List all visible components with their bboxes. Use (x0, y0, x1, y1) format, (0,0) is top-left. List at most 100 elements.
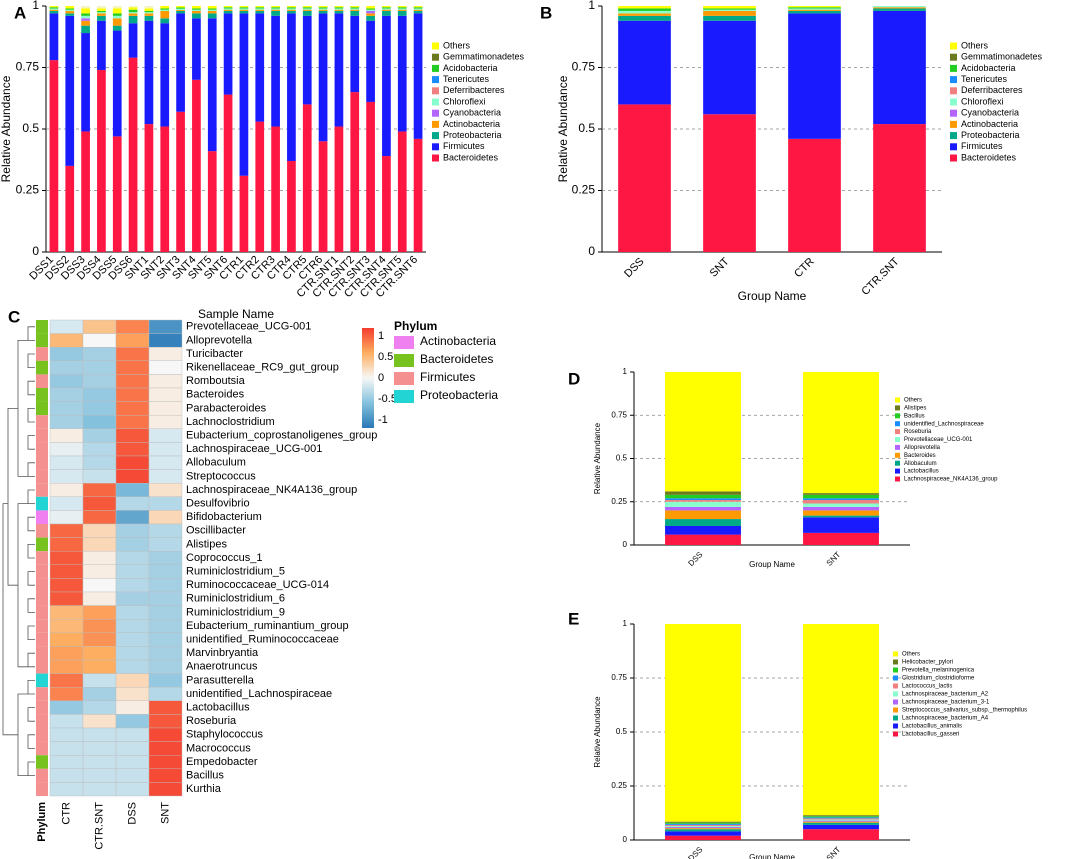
legend-swatch-E-Others (893, 651, 898, 657)
bar-segment-A-DSS1-Acidobacteria (49, 7, 59, 9)
bar-segment-A-SNT3-Firmicutes (176, 13, 185, 112)
bar-segment-D-DSS-Others (665, 372, 741, 492)
heat-cell-Lachnospiraceae_UCG-001-SNT (148, 442, 183, 457)
bar-segment-A-DSS1-Bacteroidetes (49, 60, 59, 253)
y-axis-label-D: Relative Abundance (593, 422, 602, 494)
heat-cell-Bacillus-SNT (148, 768, 183, 783)
row-label-Streptococcus: Streptococcus (186, 470, 256, 482)
bar-segment-B-CTR-Bacteroidetes (788, 138, 841, 252)
bar-segment-A-SNT1-Bacteroidetes (144, 124, 154, 252)
legend-label-D-Prevotellaceae_UCG-001: Prevotellaceae_UCG-001 (904, 437, 973, 443)
bar-segment-A-CTR4-Bacteroidetes (287, 160, 296, 252)
legend-swatch-B-Chloroflexi (950, 98, 957, 106)
heat-cell-Kurthia-CTR (49, 782, 84, 797)
heat-cell-Macrococcus-SNT (148, 741, 183, 756)
heat-cell-Bacillus-DSS (115, 768, 150, 783)
bar-segment-A-CTR.SNT3-Cyanobacteria (366, 10, 375, 14)
heat-cell-Bifidobacterium-CTR (49, 510, 84, 525)
row-label-unidentified_Ruminococcaceae: unidentified_Ruminococcaceae (186, 634, 339, 646)
bar-segment-A-SNT5-Proteobacteria (207, 13, 217, 19)
heat-cell-Lactobacillus-CTR (49, 700, 84, 715)
heat-cell-Desulfovibrio-CTR (49, 496, 84, 511)
heat-cell-Parabacteroides-SNT (148, 401, 183, 416)
bar-segment-E-DSS-Lachnospiraceae_bacterium_3-1 (665, 827, 741, 829)
panel-label-A: A (14, 3, 26, 22)
bar-segment-A-CTR3-Bacteroidetes (271, 126, 280, 252)
bar-segment-A-CTR1-Others (239, 6, 249, 8)
bar-segment-A-SNT2-Firmicutes (160, 23, 170, 127)
bar-segment-A-SNT4-Chloroflexi (192, 9, 201, 11)
bar-segment-A-CTR.SNT2-Firmicutes (350, 15, 360, 93)
bar-segment-A-DSS6-Acidobacteria (128, 9, 138, 13)
legend-label-D-Bacillus: Bacillus (904, 413, 925, 419)
bar-segment-D-SNT-Lachnospiraceae_NK4A136_group (803, 532, 879, 545)
heat-cell-Kurthia-CTR.SNT (82, 782, 117, 797)
bar-segment-B-CTR.SNT-Firmicutes (873, 10, 926, 125)
bar-segment-D-SNT-Alistipes (803, 493, 879, 495)
bar-segment-D-SNT-Lactobacillus (803, 517, 879, 533)
bar-segment-A-SNT6-Bacteroidetes (223, 94, 233, 252)
heat-cell-Ruminiclostridium_6-SNT (148, 591, 183, 606)
bar-segment-A-DSS4-Chloroflexi (97, 12, 106, 14)
bar-segment-B-CTR.SNT-Proteobacteria (873, 8, 926, 11)
heat-cell-Alistipes-CTR (49, 537, 84, 552)
row-label-Allobaculum: Allobaculum (186, 457, 246, 469)
bar-segment-D-DSS-Alloprevotella (665, 506, 741, 511)
bar-segment-A-CTR5-Actinobacteria (302, 9, 312, 11)
bar-segment-A-SNT2-Chloroflexi (160, 9, 170, 11)
heat-cell-Lactobacillus-CTR.SNT (82, 700, 117, 715)
x-axis-label-D: Group Name (749, 560, 795, 569)
bar-segment-A-CTR3-Others (271, 6, 280, 8)
bar-segment-A-CTR2-Others (255, 6, 265, 8)
legend-swatch-E-Prevotella_melaninogenica (893, 667, 898, 673)
heat-cell-Marvinbryantia-CTR (49, 646, 84, 661)
phylum-cell-Ruminiclostridium_9 (36, 605, 48, 620)
bar-segment-A-DSS1-Proteobacteria (49, 10, 59, 14)
y-tick-label-D-4: 1 (623, 367, 628, 376)
row-label-Desulfovibrio: Desulfovibrio (186, 498, 250, 510)
bar-segment-A-DSS6-Bacteroidetes (128, 57, 138, 252)
bar-segment-A-CTR5-Chloroflexi (302, 8, 312, 10)
heat-cell-Lachnospiraceae_UCG-001-DSS (115, 442, 150, 457)
heat-cell-Oscillibacter-CTR.SNT (82, 523, 117, 538)
heat-cell-Ruminiclostridium_5-DSS (115, 564, 150, 579)
legend-label-B-Proteobacteria: Proteobacteria (961, 130, 1020, 140)
legend-swatch-A-Others (432, 42, 439, 50)
phylum-legend-swatch-Proteobacteria (394, 390, 414, 403)
bar-segment-A-CTR.SNT1-Acidobacteria (334, 7, 344, 9)
heat-cell-Empedobacter-CTR.SNT (82, 755, 117, 770)
color-scale-tick-3: -0.5 (378, 393, 397, 405)
heat-cell-Parabacteroides-DSS (115, 401, 150, 416)
phylum-cell-Parasutterella (36, 673, 48, 688)
bar-segment-A-SNT1-Firmicutes (144, 20, 154, 125)
legend-label-B-Cyanobacteria: Cyanobacteria (961, 108, 1019, 118)
heat-cell-Anaerotruncus-CTR.SNT (82, 659, 117, 674)
bar-segment-A-SNT1-Actinobacteria (144, 13, 154, 16)
legend-label-A-Cyanobacteria: Cyanobacteria (443, 108, 501, 118)
bar-segment-A-DSS5-Firmicutes (112, 30, 122, 137)
legend-label-B-Actinobacteria: Actinobacteria (961, 119, 1018, 129)
heat-cell-Oscillibacter-SNT (148, 523, 183, 538)
bar-remainder-A-DSS5 (112, 6, 122, 9)
phylum-cell-Oscillibacter (36, 524, 48, 538)
bar-segment-E-SNT-Lachnospiraceae_bacterium_A4 (803, 822, 879, 825)
bar-segment-A-DSS3-Acidobacteria (81, 13, 90, 16)
bar-segment-A-CTR3-Firmicutes (271, 15, 280, 127)
heat-cell-Turicibacter-CTR.SNT (82, 347, 117, 362)
bar-segment-B-DSS-Firmicutes (618, 20, 671, 105)
row-label-Eubacterium_ruminantium_group: Eubacterium_ruminantium_group (186, 620, 349, 632)
bar-segment-A-CTR.SNT4-Actinobacteria (382, 9, 391, 11)
bar-segment-A-CTR4-Acidobacteria (287, 7, 296, 9)
x-tick-label-D-0: DSS (686, 550, 704, 568)
legend-label-D-Roseburia: Roseburia (904, 429, 932, 435)
heat-cell-unidentified_Ruminococcaceae-CTR (49, 632, 84, 647)
bar-segment-A-DSS5-Acidobacteria (112, 13, 122, 16)
bar-segment-B-SNT-Acidobacteria (703, 8, 756, 10)
bar-segment-A-DSS2-Chloroflexi (65, 9, 75, 11)
bar-segment-E-SNT-Lactobacillus_animalis (803, 824, 879, 830)
legend-label-A-Firmicutes: Firmicutes (443, 141, 485, 151)
legend-swatch-B-Cyanobacteria (950, 109, 957, 117)
bar-segment-B-SNT-Firmicutes (703, 20, 756, 115)
bar-segment-A-SNT6-Others (223, 6, 233, 8)
